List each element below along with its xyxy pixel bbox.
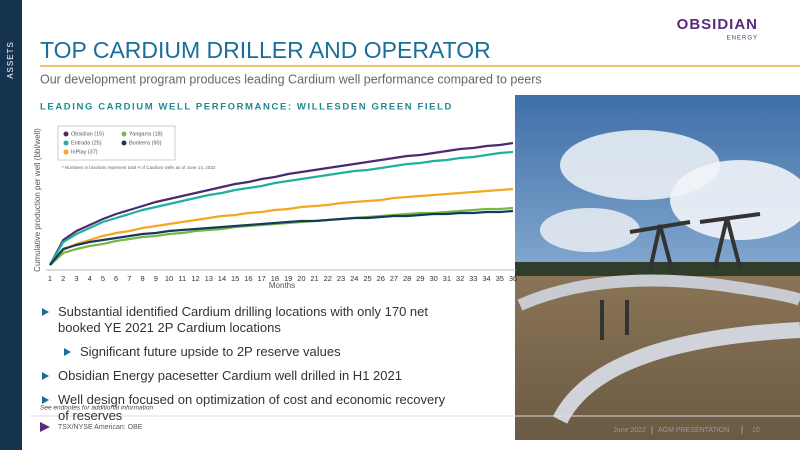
- x-tick-label: 1: [48, 274, 52, 283]
- series-line: [49, 209, 514, 266]
- bullet: Significant future upside to 2P reserve …: [62, 344, 455, 360]
- footer-page: 10: [752, 427, 760, 434]
- footnote: See endnotes for additional information: [40, 405, 153, 412]
- x-axis-label: Months: [269, 281, 295, 290]
- series-line: [49, 187, 514, 266]
- footer-ticker: TSX/NYSE American: OBE: [58, 424, 143, 431]
- legend-label: Yangarra (18): [129, 131, 163, 137]
- legend-label: InPlay (37): [71, 149, 98, 155]
- x-tick-label: 5: [101, 274, 105, 283]
- x-tick-label: 26: [377, 274, 385, 283]
- x-tick-label: 35: [496, 274, 504, 283]
- legend-swatch: [63, 149, 69, 155]
- x-tick-label: 20: [297, 274, 305, 283]
- footer-date: June 2022: [613, 427, 646, 434]
- x-tick-label: 8: [141, 274, 145, 283]
- chart: Cumulative production per well (bbl/well…: [33, 125, 517, 290]
- bullet: Substantial identified Cardium drilling …: [40, 304, 455, 336]
- y-axis-label: Cumulative production per well (bbl/well…: [33, 128, 42, 272]
- x-tick-label: 25: [363, 274, 371, 283]
- bullet: Obsidian Energy pacesetter Cardium well …: [40, 368, 455, 384]
- legend: [57, 125, 176, 161]
- legend-swatch: [63, 140, 69, 146]
- x-tick-label: 2: [61, 274, 65, 283]
- footer-icon: [40, 422, 50, 432]
- x-tick-label: 4: [88, 274, 92, 283]
- x-tick-label: 6: [114, 274, 118, 283]
- sidebar: [0, 0, 22, 450]
- series-line: [49, 141, 514, 266]
- bullet: Well design focused on optimization of c…: [40, 392, 455, 424]
- x-tick-label: 19: [284, 274, 292, 283]
- photo: [515, 95, 800, 440]
- x-tick-label: 3: [74, 274, 78, 283]
- chart-note: * Numbers in brackets represent total # …: [62, 165, 216, 170]
- legend-label: Obsidian (15): [71, 131, 104, 137]
- x-tick-label: 24: [350, 274, 358, 283]
- x-tick-label: 9: [154, 274, 158, 283]
- x-tick-label: 14: [218, 274, 226, 283]
- x-tick-label: 27: [390, 274, 398, 283]
- legend-swatch: [63, 131, 69, 137]
- bullet-list: Substantial identified Cardium drilling …: [40, 304, 455, 432]
- x-tick-label: 28: [403, 274, 411, 283]
- x-tick-label: 29: [416, 274, 424, 283]
- x-tick-label: 7: [127, 274, 131, 283]
- x-tick-label: 21: [310, 274, 318, 283]
- x-tick-label: 33: [469, 274, 477, 283]
- x-tick-label: 16: [244, 274, 252, 283]
- x-tick-label: 23: [337, 274, 345, 283]
- x-tick-label: 31: [443, 274, 451, 283]
- x-tick-label: 22: [324, 274, 332, 283]
- x-tick-label: 13: [205, 274, 213, 283]
- subtitle: Our development program produces leading…: [40, 72, 542, 86]
- x-tick-label: 10: [165, 274, 173, 283]
- x-tick-label: 18: [271, 274, 279, 283]
- x-tick-label: 17: [257, 274, 265, 283]
- x-tick-label: 32: [456, 274, 464, 283]
- logo-sub: ENERGY: [727, 36, 758, 42]
- logo-name: OBSIDIAN: [677, 16, 758, 33]
- x-tick-label: 30: [429, 274, 437, 283]
- legend-label: Bonterra (90): [129, 140, 162, 146]
- x-tick-label: 34: [482, 274, 490, 283]
- x-tick-label: 15: [231, 274, 239, 283]
- title: TOP CARDIUM DRILLER AND OPERATOR: [40, 37, 491, 63]
- x-tick-label: 11: [178, 274, 186, 283]
- footer-event: AGM PRESENTATION: [658, 427, 729, 434]
- x-tick-label: 36: [509, 274, 517, 283]
- legend-label: Entrada (25): [71, 140, 102, 146]
- legend-swatch: [121, 131, 127, 137]
- sidebar-label: ASSETS: [6, 41, 15, 79]
- series-line: [49, 150, 514, 266]
- legend-swatch: [121, 140, 127, 146]
- section-heading: LEADING CARDIUM WELL PERFORMANCE: WILLES…: [40, 102, 453, 113]
- x-tick-label: 12: [191, 274, 199, 283]
